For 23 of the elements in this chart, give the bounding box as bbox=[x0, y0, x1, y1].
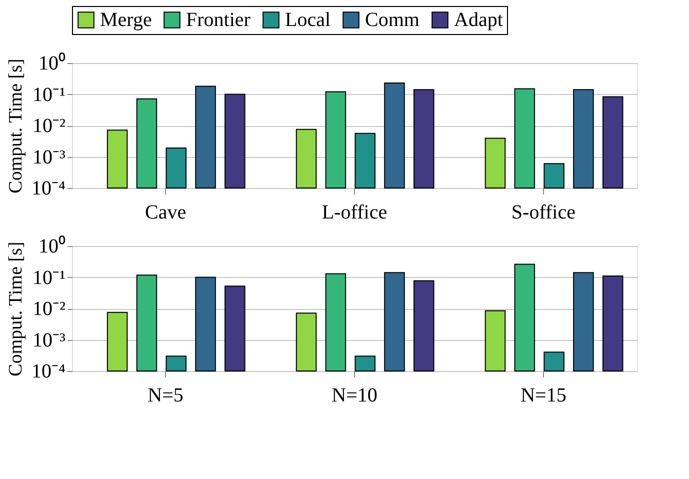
y-tick-label: 10⁻² bbox=[32, 298, 66, 320]
legend-label: Merge bbox=[100, 9, 152, 31]
legend-label: Comm bbox=[365, 9, 420, 31]
x-tick-label: Cave bbox=[144, 202, 186, 224]
y-axis-title: Comput. Time [s] bbox=[6, 58, 27, 194]
x-tick-label: N=15 bbox=[520, 384, 566, 406]
y-axis-title: Comput. Time [s] bbox=[6, 242, 27, 376]
x-tick-label: N=10 bbox=[332, 384, 378, 406]
legend-label: Local bbox=[285, 9, 331, 31]
y-tick-label: 10⁰ bbox=[38, 52, 66, 74]
x-tick-label: L-office bbox=[322, 202, 388, 224]
y-tick-label: 10⁻² bbox=[32, 115, 66, 137]
x-tick-label: N=5 bbox=[148, 384, 184, 406]
legend-label: Adapt bbox=[454, 9, 504, 31]
y-tick-label: 10⁻⁴ bbox=[32, 360, 66, 382]
x-tick-label: S-office bbox=[511, 202, 576, 224]
y-tick-label: 10⁻¹ bbox=[32, 266, 66, 289]
legend-label: Frontier bbox=[186, 9, 251, 31]
y-tick-label: 10⁻³ bbox=[32, 146, 66, 168]
y-tick-label: 10⁰ bbox=[38, 234, 66, 258]
y-tick-label: 10⁻³ bbox=[32, 329, 66, 352]
y-tick-label: 10⁻⁴ bbox=[32, 178, 66, 200]
y-tick-label: 10⁻¹ bbox=[32, 84, 66, 106]
